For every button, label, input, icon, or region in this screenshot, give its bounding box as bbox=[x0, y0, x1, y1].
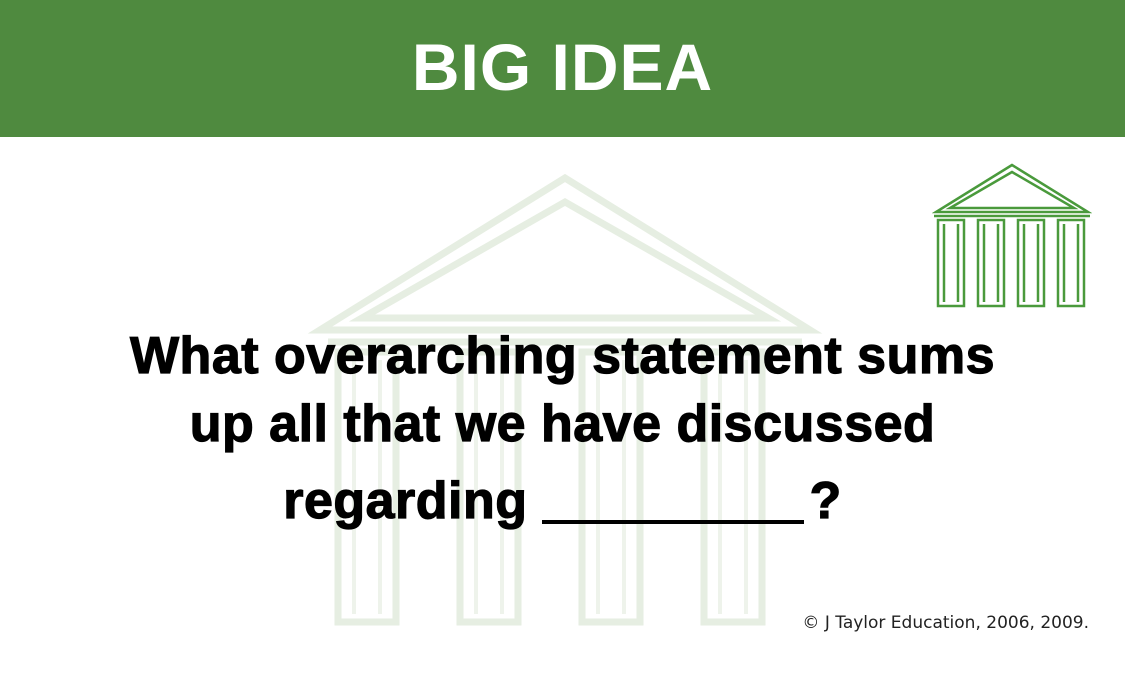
header-banner: BIG IDEA bbox=[0, 0, 1125, 137]
question-line-3-prefix: regarding bbox=[283, 471, 528, 530]
answer-blank bbox=[541, 464, 804, 524]
page-title: BIG IDEA bbox=[411, 29, 714, 104]
copyright-notice: © J Taylor Education, 2006, 2009. bbox=[802, 613, 1089, 633]
question-mark: ? bbox=[809, 471, 842, 530]
temple-icon bbox=[932, 163, 1092, 308]
question-line-3: regarding? bbox=[20, 458, 1105, 535]
question-text: What overarching statement sums up all t… bbox=[20, 322, 1105, 535]
question-line-1: What overarching statement sums bbox=[129, 326, 996, 385]
question-line-2: up all that we have discussed bbox=[189, 394, 936, 453]
temple-watermark-icon bbox=[307, 173, 823, 626]
